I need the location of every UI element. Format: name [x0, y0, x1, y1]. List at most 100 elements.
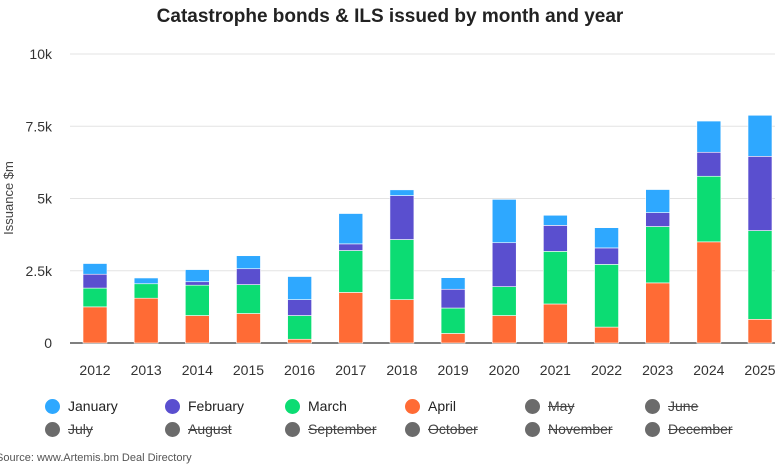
legend-item-august[interactable]: August	[165, 421, 232, 437]
bar-segment-february-2023[interactable]	[645, 212, 670, 227]
legend-dot-icon	[45, 421, 60, 437]
x-tick-label: 2016	[284, 362, 315, 378]
legend: January February March April May June July Augu…	[0, 398, 780, 446]
bar-segment-march-2016[interactable]	[287, 315, 312, 340]
legend-label: August	[188, 421, 232, 437]
legend-item-may[interactable]: May	[525, 398, 574, 414]
axes: 0 2.5k 5k 7.5k 10k 2012 2013 2014 2015 2016 2017 20…	[26, 46, 776, 378]
legend-dot-icon	[45, 398, 60, 414]
legend-dot-icon	[525, 398, 540, 414]
legend-item-october[interactable]: October	[405, 421, 478, 437]
bar-segment-march-2015[interactable]	[236, 284, 261, 314]
x-tick-label: 2012	[79, 362, 110, 378]
legend-dot-icon	[405, 398, 420, 414]
bar-segment-february-2012[interactable]	[82, 273, 108, 289]
legend-item-june[interactable]: June	[645, 398, 698, 414]
bar-segment-january-2019[interactable]	[440, 277, 466, 290]
bar-segment-april-2023[interactable]	[645, 282, 670, 344]
bar-segment-february-2020[interactable]	[491, 242, 517, 287]
bar-segment-february-2016[interactable]	[287, 299, 312, 316]
bars	[82, 114, 773, 344]
bar-segment-april-2017[interactable]	[338, 292, 364, 344]
legend-item-march[interactable]: March	[285, 398, 347, 414]
y-tick-label: 5k	[37, 191, 53, 207]
bar-segment-april-2013[interactable]	[133, 297, 159, 344]
legend-item-april[interactable]: April	[405, 398, 456, 414]
legend-item-december[interactable]: December	[645, 421, 733, 437]
bar-segment-january-2020[interactable]	[491, 199, 517, 244]
bar-segment-january-2015[interactable]	[236, 255, 261, 270]
legend-dot-icon	[165, 421, 180, 437]
legend-label: July	[68, 421, 93, 437]
bar-segment-march-2022[interactable]	[594, 264, 619, 328]
bar-segment-april-2020[interactable]	[491, 315, 517, 344]
legend-label: June	[668, 398, 699, 414]
legend-item-november[interactable]: November	[525, 421, 613, 437]
bar-segment-march-2014[interactable]	[185, 284, 210, 316]
legend-dot-icon	[645, 398, 660, 414]
bar-segment-april-2021[interactable]	[543, 303, 568, 344]
bar-segment-january-2023[interactable]	[645, 189, 670, 213]
legend-dot-icon	[405, 421, 420, 437]
bar-segment-march-2017[interactable]	[338, 250, 364, 293]
legend-label: November	[548, 421, 613, 437]
bar-segment-april-2014[interactable]	[185, 315, 210, 344]
bar-segment-april-2022[interactable]	[594, 326, 619, 344]
bar-segment-april-2018[interactable]	[389, 299, 415, 344]
bar-segment-january-2024[interactable]	[696, 120, 722, 153]
legend-label: May	[548, 398, 575, 414]
bar-segment-february-2017[interactable]	[338, 243, 364, 251]
bar-segment-january-2012[interactable]	[82, 263, 108, 275]
bar-segment-february-2024[interactable]	[696, 151, 722, 177]
bar-segment-april-2025[interactable]	[747, 319, 773, 344]
y-tick-label: 10k	[29, 46, 53, 62]
bar-segment-january-2016[interactable]	[287, 276, 312, 300]
bar-segment-april-2016[interactable]	[287, 338, 312, 344]
bar-segment-march-2012[interactable]	[82, 287, 108, 308]
bar-segment-january-2014[interactable]	[185, 269, 210, 283]
bar-segment-april-2024[interactable]	[696, 241, 722, 344]
bar-segment-march-2020[interactable]	[491, 286, 517, 316]
legend-label: March	[308, 398, 347, 414]
bar-segment-january-2017[interactable]	[338, 213, 364, 245]
bar-segment-january-2013[interactable]	[133, 277, 159, 285]
chart-area: 0 2.5k 5k 7.5k 10k 2012 2013 2014 2015 2016 2017 20…	[1, 46, 776, 378]
bar-segment-february-2025[interactable]	[747, 156, 773, 231]
legend-item-january[interactable]: January	[45, 398, 118, 414]
bar-segment-march-2023[interactable]	[645, 226, 670, 284]
legend-item-july[interactable]: July	[45, 421, 93, 437]
source-note: Source: www.Artemis.bm Deal Directory	[0, 452, 192, 464]
bar-segment-january-2018[interactable]	[389, 189, 415, 196]
x-tick-label: 2013	[131, 362, 162, 378]
legend-label: December	[668, 421, 733, 437]
x-tick-label: 2021	[540, 362, 571, 378]
legend-item-september[interactable]: September	[285, 421, 376, 437]
bar-segment-march-2025[interactable]	[747, 230, 773, 320]
bar-segment-february-2015[interactable]	[236, 268, 261, 285]
bar-segment-february-2019[interactable]	[440, 288, 466, 309]
legend-label: October	[428, 421, 478, 437]
bar-segment-february-2018[interactable]	[389, 195, 415, 240]
bar-segment-march-2018[interactable]	[389, 239, 415, 300]
bar-segment-march-2024[interactable]	[696, 175, 722, 243]
bar-segment-february-2021[interactable]	[543, 225, 568, 252]
x-tick-label: 2017	[335, 362, 366, 378]
bar-segment-march-2013[interactable]	[133, 283, 159, 299]
legend-label: February	[188, 398, 245, 414]
bar-segment-february-2022[interactable]	[594, 247, 619, 265]
chart-title: Catastrophe bonds & ILS issued by month …	[156, 6, 624, 27]
bar-segment-february-2014[interactable]	[185, 281, 210, 286]
legend-label: April	[428, 398, 457, 414]
bar-segment-january-2025[interactable]	[747, 114, 773, 157]
bar-segment-march-2019[interactable]	[440, 307, 466, 334]
bar-segment-march-2021[interactable]	[543, 251, 568, 305]
y-axis-label: Issuance $m	[1, 161, 16, 235]
legend-dot-icon	[285, 398, 300, 414]
x-tick-label: 2023	[642, 362, 673, 378]
bar-segment-january-2021[interactable]	[543, 214, 568, 226]
bar-segment-april-2012[interactable]	[82, 306, 108, 344]
bar-segment-january-2022[interactable]	[594, 227, 619, 249]
bar-segment-april-2019[interactable]	[440, 333, 466, 344]
bar-segment-april-2015[interactable]	[236, 313, 261, 344]
legend-item-february[interactable]: February	[165, 398, 244, 414]
